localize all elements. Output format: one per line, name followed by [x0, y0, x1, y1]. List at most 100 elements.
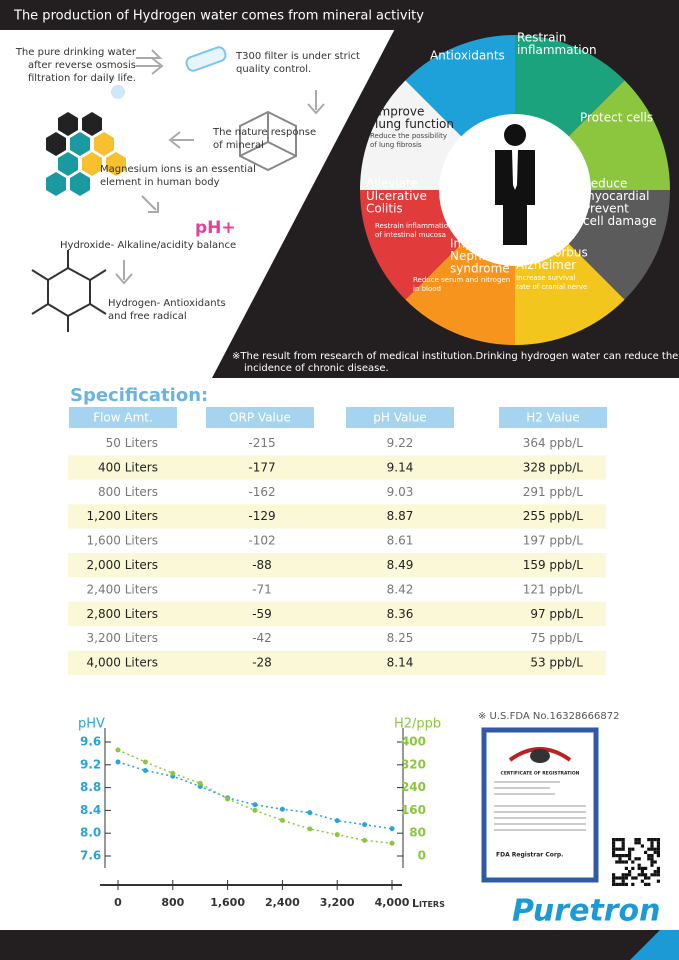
cell: 2,400 Liters — [87, 582, 158, 596]
cell: 2,800 Liters — [87, 607, 158, 621]
qr-cell — [612, 882, 616, 886]
segment-title: cell damage — [583, 214, 656, 228]
qr-cell — [621, 873, 625, 877]
qr-cell — [640, 866, 644, 870]
qr-cell — [656, 873, 660, 877]
segment-title: Antioxidants — [430, 49, 505, 63]
segment-title: Alleviate — [366, 177, 418, 191]
segment-note: Increase survival — [516, 274, 575, 282]
qr-cell — [631, 876, 635, 880]
step-text: The pure drinking water — [15, 47, 137, 58]
qr-cell — [647, 838, 651, 842]
qr-cell — [628, 850, 632, 854]
qr-cell — [644, 876, 648, 880]
segment-title: Improve — [450, 237, 499, 251]
x-tick-label: 0 — [114, 896, 122, 909]
cell: 8.42 — [387, 582, 414, 596]
series-point — [170, 770, 176, 776]
series-line — [117, 761, 393, 830]
segment-title: Improve — [375, 105, 424, 119]
qr-cell — [637, 863, 641, 867]
cell: 53 ppb/L — [530, 656, 583, 670]
cell: 8.25 — [387, 631, 414, 645]
certificate-title: CERTIFICATE OF REGISTRATION — [501, 771, 580, 777]
y2-tick-label: 320 — [401, 757, 426, 771]
step-text: quality control. — [236, 64, 311, 75]
row-band — [68, 601, 606, 627]
x-tick-label: 1,600 — [210, 896, 245, 909]
qr-cell — [640, 879, 644, 883]
qr-cell — [621, 841, 625, 845]
qr-cell — [644, 882, 648, 886]
cell: 8.61 — [387, 534, 414, 548]
segment-title: Restrain — [517, 31, 566, 45]
qr-cell — [637, 838, 641, 842]
segment-title: Prevent — [583, 202, 629, 216]
row-band — [68, 455, 606, 480]
header-text: pH Value — [373, 411, 426, 425]
series-line — [117, 749, 393, 844]
figure-head — [504, 124, 526, 146]
row-band — [68, 650, 606, 675]
cell: 400 Liters — [98, 460, 158, 474]
cell: -42 — [252, 631, 272, 645]
header-cell — [206, 407, 314, 428]
qr-cell — [650, 857, 654, 861]
cell: -71 — [252, 582, 272, 596]
cell: 328 ppb/L — [523, 460, 584, 474]
cell: -129 — [248, 509, 275, 523]
y2-tick-label: 80 — [409, 826, 426, 840]
qr-cell — [615, 860, 619, 864]
qr-cell — [631, 882, 635, 886]
qr-cell — [618, 847, 622, 851]
segment-title: Protect cells — [580, 111, 653, 125]
qr-cell — [650, 860, 654, 864]
series-point — [225, 796, 231, 802]
header-cell — [69, 407, 177, 428]
qr-cell — [634, 857, 638, 861]
y-axis-title: pHV — [78, 717, 105, 732]
header-text: H2 Value — [526, 411, 579, 425]
step-text: filtration for daily life. — [28, 73, 136, 84]
qr-cell — [628, 873, 632, 877]
cell: 364 ppb/L — [523, 436, 584, 450]
qr-cell — [624, 866, 628, 870]
cell: 291 ppb/L — [523, 485, 584, 499]
step-text: T300 filter is under strict — [235, 51, 360, 62]
qr-cell — [656, 850, 660, 854]
cell: 9.03 — [387, 485, 414, 499]
segment-title: Anti Morbus — [516, 246, 588, 260]
segment-title: Alzheimer — [516, 258, 576, 272]
series-point — [389, 826, 395, 832]
qr-cell — [634, 841, 638, 845]
y-tick-label: 8.0 — [80, 826, 101, 840]
segment-note: rate of cranial nerve — [516, 283, 587, 291]
qr-cell — [634, 876, 638, 880]
series-point — [142, 768, 148, 773]
qr-cell — [656, 854, 660, 858]
qr-cell — [644, 850, 648, 854]
qr-cell — [615, 838, 619, 842]
qr-cell — [650, 844, 654, 848]
cell: 3,200 Liters — [87, 631, 158, 645]
cell: 75 ppb/L — [530, 631, 583, 645]
bubble — [111, 85, 125, 99]
segment-note: of intestinal mucosa — [375, 231, 446, 239]
footnote: incidence of chronic disease. — [244, 363, 389, 374]
certificate-lines — [494, 781, 586, 831]
series-point — [279, 817, 285, 823]
qr-cell — [624, 882, 628, 886]
series-point — [307, 826, 313, 832]
spec-title: Specification: — [70, 385, 208, 406]
segment-title: Colitis — [366, 202, 403, 216]
brand: Puretron — [512, 894, 661, 929]
qr-cell — [618, 882, 622, 886]
figure-body — [495, 150, 535, 245]
qr-cell — [621, 844, 625, 848]
step-text: and free radical — [108, 311, 187, 322]
series-point — [115, 759, 121, 765]
qr-cell — [624, 854, 628, 858]
qr-cell — [631, 860, 635, 864]
